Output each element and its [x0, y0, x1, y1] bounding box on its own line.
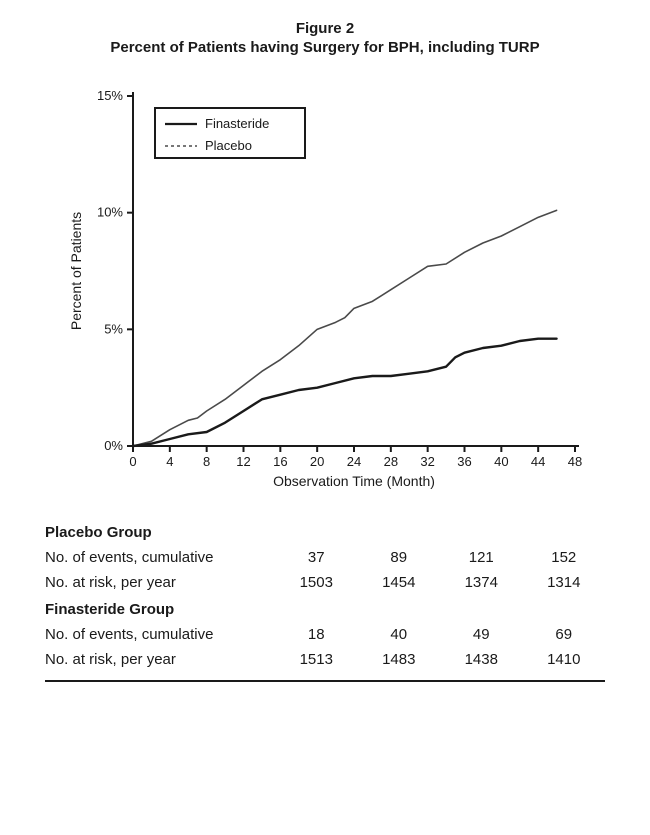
- cell: 1454: [358, 574, 441, 591]
- figure-title: Figure 2: [20, 20, 630, 37]
- cell: 37: [275, 549, 358, 566]
- table-row: No. at risk, per year 1503 1454 1374 131…: [45, 574, 605, 591]
- svg-text:Percent of Patients: Percent of Patients: [68, 212, 84, 330]
- row-label: No. at risk, per year: [45, 651, 275, 668]
- svg-text:Observation Time (Month): Observation Time (Month): [273, 473, 435, 489]
- risk-table: Placebo Group No. of events, cumulative …: [45, 524, 605, 682]
- row-label: No. at risk, per year: [45, 574, 275, 591]
- svg-text:12: 12: [236, 454, 250, 469]
- svg-text:8: 8: [203, 454, 210, 469]
- svg-text:0: 0: [129, 454, 136, 469]
- svg-text:28: 28: [384, 454, 398, 469]
- survival-chart: 0%5%10%15%04812162024283236404448Observa…: [55, 66, 595, 506]
- svg-text:32: 32: [420, 454, 434, 469]
- rule-divider: [45, 680, 605, 682]
- svg-text:15%: 15%: [97, 88, 123, 103]
- svg-text:16: 16: [273, 454, 287, 469]
- svg-text:10%: 10%: [97, 205, 123, 220]
- cell: 1410: [523, 651, 606, 668]
- table-row: No. at risk, per year 1513 1483 1438 141…: [45, 651, 605, 668]
- svg-text:0%: 0%: [104, 438, 123, 453]
- figure-subtitle: Percent of Patients having Surgery for B…: [20, 39, 630, 56]
- cell: 49: [440, 626, 523, 643]
- cell: 152: [523, 549, 606, 566]
- cell: 1438: [440, 651, 523, 668]
- svg-text:44: 44: [531, 454, 545, 469]
- cell: 1503: [275, 574, 358, 591]
- cell: 89: [358, 549, 441, 566]
- group-heading-placebo: Placebo Group: [45, 524, 605, 541]
- svg-text:36: 36: [457, 454, 471, 469]
- svg-text:Finasteride: Finasteride: [205, 116, 269, 131]
- cell: 18: [275, 626, 358, 643]
- cell: 1374: [440, 574, 523, 591]
- row-label: No. of events, cumulative: [45, 626, 275, 643]
- table-row: No. of events, cumulative 37 89 121 152: [45, 549, 605, 566]
- svg-text:48: 48: [568, 454, 582, 469]
- svg-text:Placebo: Placebo: [205, 138, 252, 153]
- cell: 1513: [275, 651, 358, 668]
- cell: 1314: [523, 574, 606, 591]
- svg-text:40: 40: [494, 454, 508, 469]
- cell: 69: [523, 626, 606, 643]
- cell: 1483: [358, 651, 441, 668]
- chart-container: 0%5%10%15%04812162024283236404448Observa…: [20, 66, 630, 506]
- svg-text:20: 20: [310, 454, 324, 469]
- svg-text:4: 4: [166, 454, 173, 469]
- svg-text:5%: 5%: [104, 321, 123, 336]
- table-row: No. of events, cumulative 18 40 49 69: [45, 626, 605, 643]
- group-heading-finasteride: Finasteride Group: [45, 601, 605, 618]
- cell: 121: [440, 549, 523, 566]
- cell: 40: [358, 626, 441, 643]
- svg-text:24: 24: [347, 454, 361, 469]
- row-label: No. of events, cumulative: [45, 549, 275, 566]
